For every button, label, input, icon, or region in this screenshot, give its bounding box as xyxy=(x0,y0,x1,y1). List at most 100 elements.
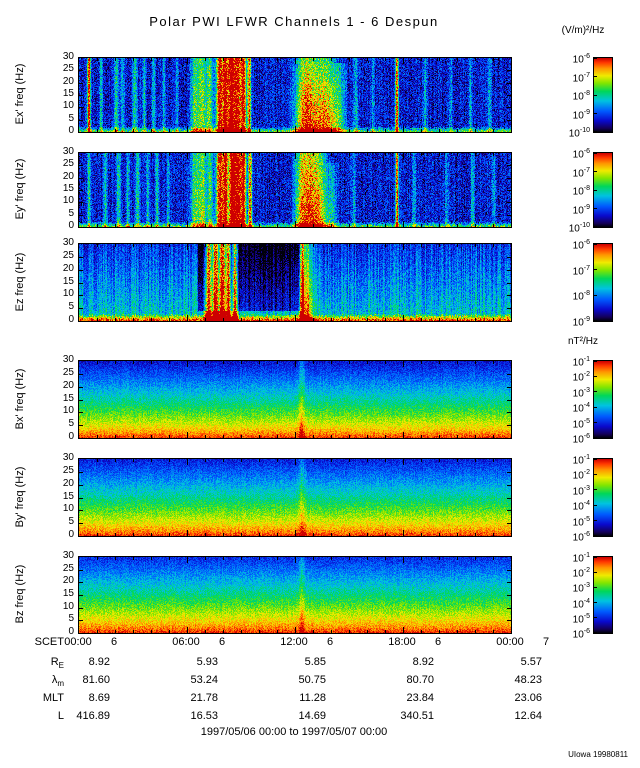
x-tick-day: 6 xyxy=(218,636,226,648)
cbar-tick-label: 10-3 xyxy=(572,386,590,400)
cbar-tick-label: 10-2 xyxy=(572,567,590,580)
y-tick-label: 30 xyxy=(62,354,74,365)
ephem-value: 5.85 xyxy=(304,656,326,668)
spectrogram-ey xyxy=(78,152,512,228)
ephem-value: 81.60 xyxy=(82,674,110,686)
ephem-value: 12.64 xyxy=(514,710,542,722)
cbar-tick-label: 10-8 xyxy=(572,185,590,198)
y-tick-label: 15 xyxy=(62,588,74,599)
y-tick-label: 10 xyxy=(62,600,74,612)
x-tick-day: 7 xyxy=(542,636,550,648)
y-tick-label: 20 xyxy=(62,262,74,274)
cbar-tick-label: 10-4 xyxy=(572,402,590,415)
ephem-value: 8.92 xyxy=(88,656,110,668)
x-tick-day: 6 xyxy=(110,636,118,648)
y-axis-label-ey: Ey' freq (Hz) xyxy=(14,158,26,220)
ephem-value: 5.93 xyxy=(196,656,218,668)
y-axis-label-bx: Bx' freq (Hz) xyxy=(14,368,26,429)
ephem-value: 50.75 xyxy=(298,674,326,686)
colorbar-bx xyxy=(593,360,613,439)
y-tick-label: 25 xyxy=(62,63,74,75)
cbar-tick-label: 10-6 xyxy=(572,148,590,161)
cbar-tick-label: 10-9 xyxy=(572,316,590,329)
y-tick-label: 30 xyxy=(62,237,74,248)
spectrogram-ex xyxy=(78,57,512,133)
y-tick-label: 30 xyxy=(62,51,74,62)
y-tick-label: 30 xyxy=(62,550,74,561)
cbar-tick-label: 10-5 xyxy=(572,417,590,430)
y-tick-label: 30 xyxy=(62,146,74,157)
y-axis-label-ex: Ex' freq (Hz) xyxy=(14,63,26,125)
y-tick-label: 0 xyxy=(68,220,74,231)
y-tick-label: 10 xyxy=(62,405,74,417)
ephem-value: 21.78 xyxy=(190,692,218,704)
y-tick-label: 25 xyxy=(62,366,74,378)
cbar-tick-label: 10-5 xyxy=(572,515,590,528)
y-tick-label: 0 xyxy=(68,626,74,637)
cbar-tick-label: 10-6 xyxy=(572,239,590,252)
ephem-value: 80.70 xyxy=(406,674,434,686)
cbar-tick-label: 10-8 xyxy=(572,90,590,103)
colorbar-by xyxy=(593,458,613,537)
spectrogram-by xyxy=(78,458,512,537)
y-tick-label: 15 xyxy=(62,490,74,502)
cbar-tick-label: 10-9 xyxy=(572,203,590,216)
cbar-tick-label: 10-9 xyxy=(572,108,590,121)
cbar-tick-label: 10-8 xyxy=(572,290,590,303)
y-tick-label: 15 xyxy=(62,183,74,194)
credit-label: UIowa 19980811 xyxy=(568,750,628,759)
cbar-tick-label: 10-7 xyxy=(572,264,590,277)
spectrogram-ez xyxy=(78,243,512,322)
x-tick-time: 18:00 xyxy=(388,636,416,648)
y-axis-label-ez: Ez freq (Hz) xyxy=(14,252,26,311)
x-tick-day: 6 xyxy=(326,636,334,648)
spectrogram-bz xyxy=(78,556,512,634)
cbar-tick-label: 10-1 xyxy=(572,356,590,369)
y-tick-label: 0 xyxy=(68,529,74,540)
cbar-tick-label: 10-2 xyxy=(572,469,590,482)
y-tick-label: 5 xyxy=(68,301,74,313)
cbar-tick-label: 10-7 xyxy=(572,71,590,84)
cbar-tick-label: 10-10 xyxy=(568,222,590,235)
e-colorbar-unit-label: (V/m)²/Hz xyxy=(561,25,605,36)
y-tick-label: 25 xyxy=(62,158,74,170)
y-axis-label-by: By' freq (Hz) xyxy=(14,466,26,527)
x-tick-day: 6 xyxy=(434,636,442,648)
cbar-tick-label: 10-6 xyxy=(572,433,590,446)
ephem-label: RE xyxy=(50,656,64,671)
x-tick-time: 00:00 xyxy=(496,636,524,648)
ephem-value: 14.69 xyxy=(298,710,326,722)
ephem-value: 11.28 xyxy=(299,692,326,704)
x-axis-title: SCET xyxy=(34,636,64,648)
cbar-tick-label: 10-1 xyxy=(572,552,590,565)
x-tick-time: 00:00 xyxy=(64,636,92,648)
ephem-value: 23.84 xyxy=(406,692,434,704)
y-tick-label: 25 xyxy=(62,562,74,574)
y-tick-label: 20 xyxy=(62,575,74,587)
cbar-tick-label: 10-6 xyxy=(572,531,590,544)
colorbar-ez xyxy=(593,243,613,322)
y-tick-label: 20 xyxy=(62,477,74,489)
y-tick-label: 20 xyxy=(62,379,74,391)
cbar-tick-label: 10-4 xyxy=(572,597,590,610)
cbar-tick-label: 10-2 xyxy=(572,371,590,384)
y-tick-label: 5 xyxy=(68,516,74,528)
cbar-tick-label: 10-6 xyxy=(572,53,590,66)
y-tick-label: 15 xyxy=(62,392,74,404)
y-tick-label: 15 xyxy=(62,275,74,287)
y-tick-label: 0 xyxy=(68,314,74,325)
y-tick-label: 15 xyxy=(62,88,74,99)
colorbar-bz xyxy=(593,556,613,634)
y-tick-label: 10 xyxy=(62,100,74,112)
ephem-value: 416.89 xyxy=(76,710,110,722)
ephem-value: 16.53 xyxy=(190,710,218,722)
y-tick-label: 30 xyxy=(62,452,74,463)
y-tick-label: 5 xyxy=(68,112,74,124)
cbar-tick-label: 10-5 xyxy=(572,612,590,626)
y-tick-label: 20 xyxy=(62,170,74,182)
ephem-label: MLT xyxy=(42,692,64,704)
ephem-value: 48.23 xyxy=(514,674,542,686)
y-axis-label-bz: Bz freq (Hz) xyxy=(14,564,26,624)
ephem-value: 5.57 xyxy=(520,656,542,668)
colorbar-ey xyxy=(593,152,613,228)
